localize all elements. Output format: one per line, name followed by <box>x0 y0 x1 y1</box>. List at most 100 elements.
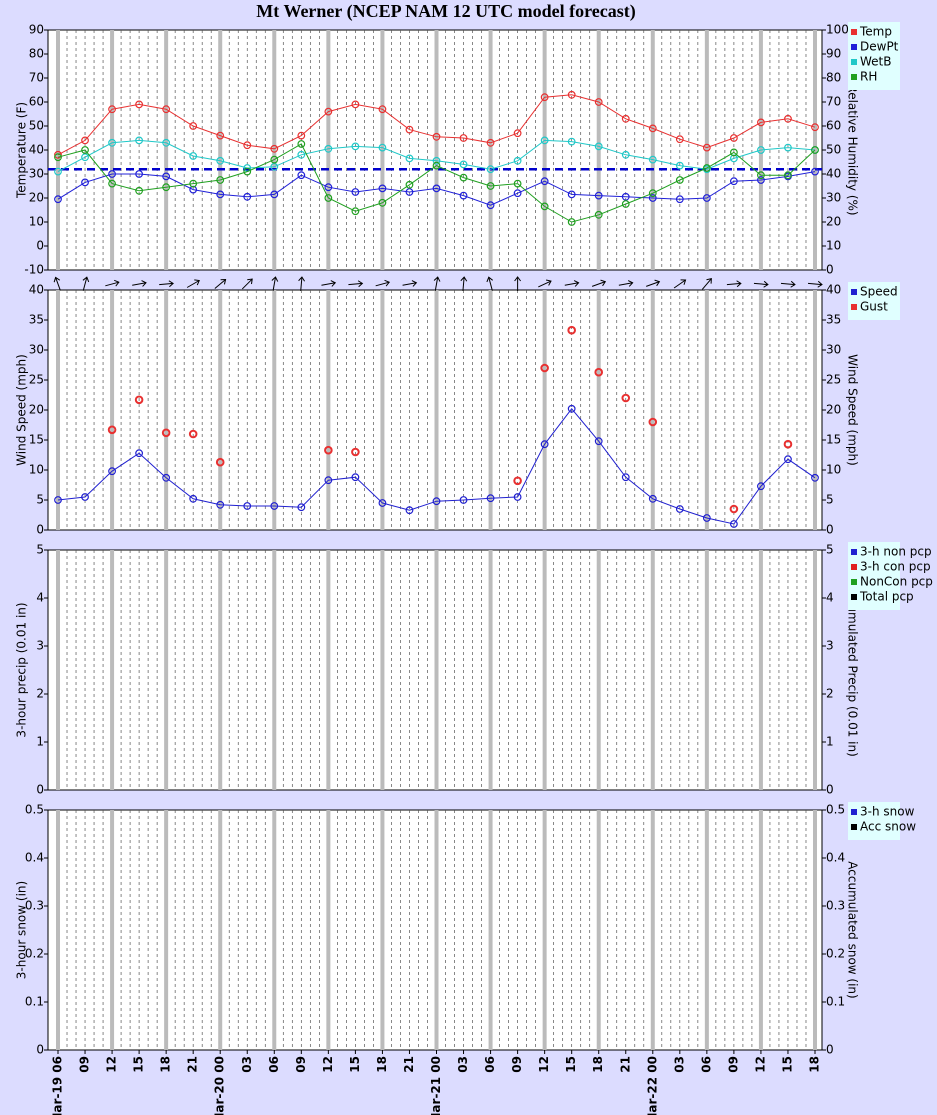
y-tick-label: 2 <box>36 687 44 701</box>
data-point <box>297 150 306 159</box>
data-point <box>297 503 306 512</box>
y2-tick-label: 20 <box>826 403 841 417</box>
x-tick-label: Mar-20 00 <box>213 1056 227 1115</box>
y2-tick-label: 0 <box>826 523 834 537</box>
data-point <box>54 167 62 176</box>
data-point <box>188 429 198 439</box>
wind-arrow-shaft <box>488 277 493 291</box>
data-point <box>324 445 333 455</box>
x-tick-label: 06 <box>699 1056 713 1073</box>
y2-tick-label: 80 <box>826 71 841 85</box>
y-tick-label: 0 <box>36 239 44 253</box>
wind-arrow <box>701 277 712 290</box>
wind-arrow <box>726 280 742 288</box>
y-tick-label: 15 <box>29 433 44 447</box>
data-point <box>513 493 522 501</box>
x-tick-label: 18 <box>375 1056 389 1073</box>
y2-tick-label: 10 <box>826 239 841 253</box>
wind-arrow-shaft <box>82 277 88 291</box>
data-point <box>378 105 387 114</box>
y-tick-label: 50 <box>29 119 44 133</box>
data-point <box>729 134 738 142</box>
data-point <box>729 504 739 514</box>
wind-arrow <box>82 276 90 291</box>
legend-swatch <box>851 59 857 65</box>
y2-tick-label: 3 <box>826 639 834 653</box>
wind-arrow-head <box>168 280 174 288</box>
wind-arrow <box>538 279 552 288</box>
wind-arrow-head <box>357 280 364 288</box>
data-point <box>108 170 116 178</box>
x-tick-label: 15 <box>348 1056 362 1073</box>
data-point <box>351 188 360 196</box>
y2-tick-label: 70 <box>826 95 841 109</box>
data-point <box>351 142 360 151</box>
x-tick-label: 21 <box>402 1056 416 1073</box>
y-tick-label: 3 <box>36 639 44 653</box>
wind-arrow-shaft <box>132 282 147 286</box>
wind-arrow-head <box>460 276 468 282</box>
data-point <box>540 363 549 373</box>
data-point <box>108 467 116 476</box>
wind-arrow <box>241 278 253 290</box>
wind-arrow-head <box>600 279 607 287</box>
data-point <box>81 146 89 154</box>
y-tick-label: 0.4 <box>25 851 44 865</box>
y-tick-label: 25 <box>29 373 44 387</box>
legend-label: Gust <box>860 300 888 314</box>
data-point <box>189 179 198 188</box>
wind-arrow <box>460 276 468 292</box>
y2-tick-label: 15 <box>826 433 841 447</box>
data-point <box>270 155 279 164</box>
y-axis-label: Wind Speed (mph) <box>15 354 29 466</box>
wind-arrow-shaft <box>105 281 119 287</box>
data-point <box>432 156 441 165</box>
legend-swatch <box>851 44 857 50</box>
data-point <box>270 502 279 510</box>
y-axis-label: Temperature (F) <box>15 102 29 199</box>
x-tick-label: Mar-19 06 <box>51 1056 65 1115</box>
data-point <box>648 124 657 133</box>
y-tick-label: 0.3 <box>25 899 44 913</box>
data-point <box>757 176 765 184</box>
x-tick-label: 09 <box>726 1056 740 1073</box>
data-point <box>134 395 144 405</box>
x-tick-label: 12 <box>537 1056 551 1073</box>
y-tick-label: 10 <box>29 215 44 229</box>
wind-arrow-shaft <box>375 281 390 287</box>
data-point <box>432 161 441 170</box>
y-tick-label: 20 <box>29 403 44 417</box>
wind-arrow-head <box>384 279 390 287</box>
data-point <box>811 473 819 482</box>
y2-tick-label: 20 <box>826 215 841 229</box>
data-point <box>540 177 549 186</box>
wind-arrow-head <box>194 279 200 286</box>
data-point <box>486 494 495 503</box>
data-point <box>784 143 792 152</box>
data-point <box>675 176 684 184</box>
wind-arrow-shaft <box>591 281 606 287</box>
data-point <box>216 176 225 184</box>
y2-tick-label: 0.5 <box>826 803 845 817</box>
x-tick-label: 06 <box>267 1056 281 1073</box>
y2-tick-label: 0.1 <box>826 995 845 1009</box>
wind-arrow <box>402 280 418 287</box>
data-point <box>432 184 441 193</box>
data-point <box>594 98 603 106</box>
data-point <box>675 505 684 513</box>
data-point <box>270 190 279 199</box>
y2-tick-label: 25 <box>826 373 841 387</box>
wind-arrow <box>132 280 147 287</box>
wind-arrow-head <box>411 280 418 287</box>
legend-swatch <box>851 549 857 555</box>
data-point <box>162 105 171 114</box>
data-point <box>540 93 549 102</box>
legend-swatch <box>851 74 857 80</box>
wind-arrow-shaft <box>780 282 795 286</box>
wind-arrow <box>673 279 687 289</box>
data-point <box>459 173 468 182</box>
data-point <box>486 201 495 210</box>
y-tick-label: 90 <box>29 23 44 37</box>
legend-box <box>848 802 900 840</box>
